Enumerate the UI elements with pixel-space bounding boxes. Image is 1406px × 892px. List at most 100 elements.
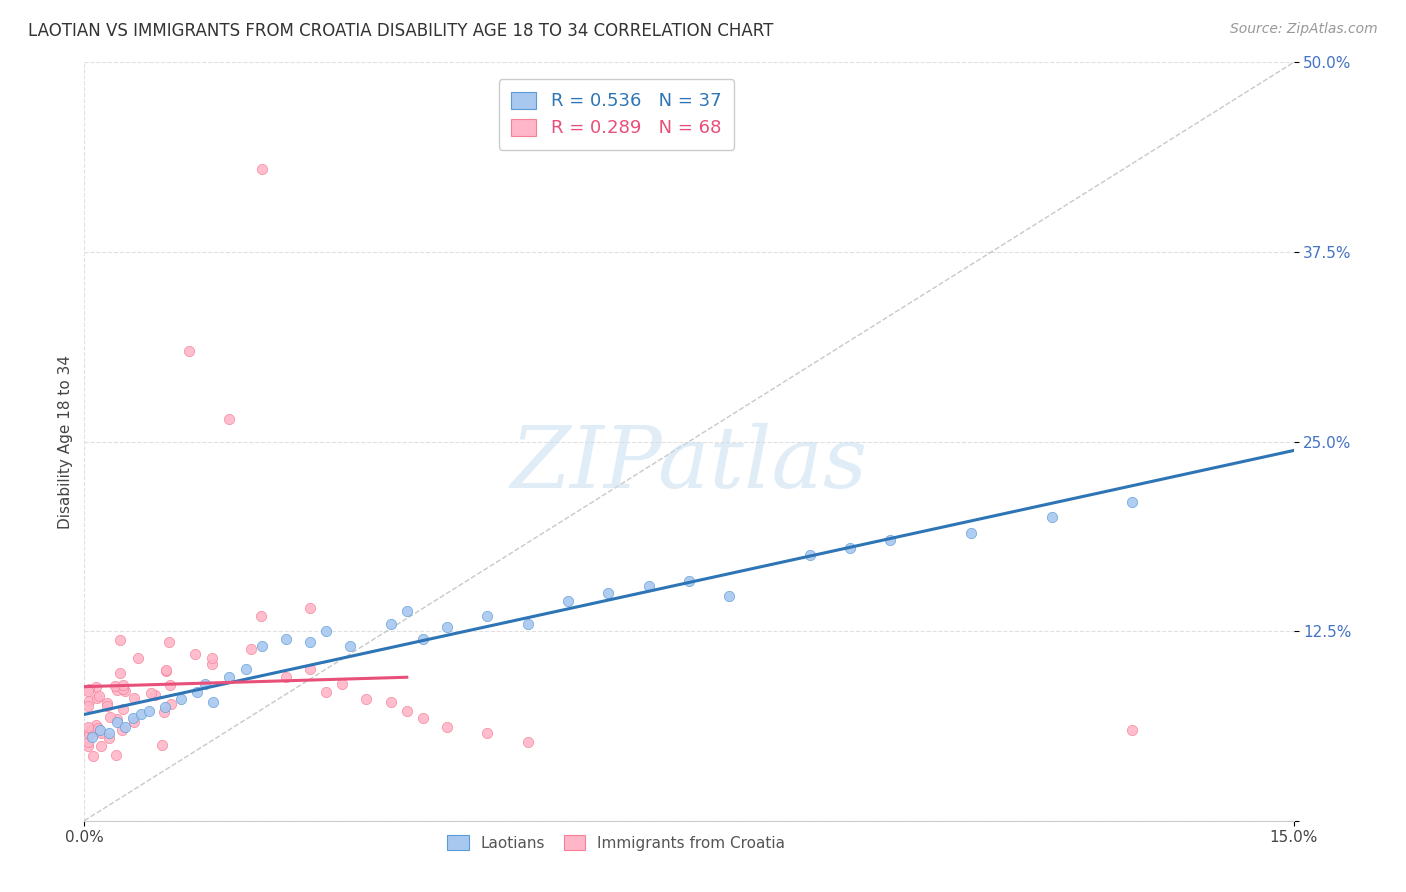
Point bbox=[1040, 510, 1063, 524]
Point bbox=[110, 632, 132, 647]
Point bbox=[395, 604, 418, 618]
Point bbox=[90, 739, 112, 753]
Point bbox=[839, 541, 862, 555]
Point bbox=[104, 747, 127, 762]
Point bbox=[179, 343, 201, 358]
Point bbox=[89, 723, 111, 737]
Point bbox=[184, 647, 207, 661]
Point bbox=[138, 705, 160, 719]
Point bbox=[90, 725, 112, 739]
Point bbox=[98, 710, 121, 724]
Point bbox=[82, 749, 104, 764]
Point bbox=[412, 710, 434, 724]
Point bbox=[477, 608, 499, 623]
Point bbox=[157, 635, 180, 649]
Point bbox=[159, 678, 181, 692]
Point bbox=[110, 666, 132, 681]
Point bbox=[315, 685, 337, 699]
Point bbox=[201, 650, 224, 665]
Point bbox=[330, 677, 353, 691]
Point bbox=[77, 724, 100, 739]
Point bbox=[111, 723, 134, 737]
Point bbox=[122, 691, 145, 706]
Point bbox=[299, 601, 322, 615]
Point bbox=[77, 698, 100, 713]
Point bbox=[79, 726, 101, 740]
Point bbox=[105, 715, 128, 730]
Point bbox=[170, 692, 193, 706]
Point bbox=[1121, 495, 1143, 509]
Point bbox=[1121, 723, 1143, 737]
Point bbox=[274, 669, 297, 683]
Point bbox=[718, 589, 741, 603]
Point bbox=[84, 723, 107, 738]
Point bbox=[339, 639, 361, 653]
Point bbox=[153, 705, 176, 719]
Point bbox=[395, 705, 418, 719]
Point bbox=[235, 662, 257, 676]
Point bbox=[121, 710, 143, 724]
Point bbox=[194, 677, 217, 691]
Point bbox=[598, 586, 620, 600]
Point bbox=[240, 641, 263, 656]
Point bbox=[105, 682, 128, 697]
Point bbox=[356, 692, 378, 706]
Point bbox=[77, 735, 100, 749]
Point bbox=[249, 609, 271, 624]
Point bbox=[477, 725, 499, 739]
Point bbox=[380, 616, 402, 631]
Point bbox=[139, 686, 162, 700]
Point bbox=[77, 694, 100, 708]
Point bbox=[879, 533, 901, 548]
Point bbox=[80, 723, 103, 737]
Point bbox=[218, 412, 240, 426]
Point bbox=[112, 681, 135, 696]
Point bbox=[97, 725, 120, 739]
Point bbox=[77, 719, 100, 733]
Point bbox=[186, 685, 208, 699]
Point bbox=[127, 651, 149, 665]
Point bbox=[155, 664, 177, 678]
Point bbox=[96, 698, 118, 713]
Point bbox=[557, 594, 579, 608]
Point bbox=[201, 657, 224, 672]
Point bbox=[77, 681, 100, 696]
Point bbox=[516, 735, 538, 749]
Point bbox=[97, 731, 120, 745]
Point bbox=[299, 634, 322, 648]
Point bbox=[436, 720, 458, 734]
Point bbox=[86, 680, 108, 694]
Point bbox=[274, 632, 297, 646]
Point bbox=[86, 691, 108, 706]
Text: ZIPatlas: ZIPatlas bbox=[510, 423, 868, 506]
Point bbox=[105, 712, 128, 726]
Point bbox=[436, 619, 458, 633]
Text: LAOTIAN VS IMMIGRANTS FROM CROATIA DISABILITY AGE 18 TO 34 CORRELATION CHART: LAOTIAN VS IMMIGRANTS FROM CROATIA DISAB… bbox=[28, 22, 773, 40]
Point bbox=[799, 548, 821, 563]
Point bbox=[114, 683, 136, 698]
Point bbox=[637, 579, 659, 593]
Point bbox=[124, 715, 146, 730]
Text: Source: ZipAtlas.com: Source: ZipAtlas.com bbox=[1230, 22, 1378, 37]
Point bbox=[89, 689, 111, 703]
Point bbox=[150, 738, 173, 752]
Point bbox=[129, 707, 152, 722]
Point bbox=[87, 722, 110, 736]
Point bbox=[112, 702, 135, 716]
Point bbox=[77, 739, 100, 753]
Point bbox=[153, 699, 176, 714]
Point bbox=[250, 639, 273, 653]
Point bbox=[82, 730, 104, 744]
Point bbox=[315, 624, 337, 639]
Point bbox=[380, 695, 402, 709]
Point bbox=[516, 616, 538, 631]
Y-axis label: Disability Age 18 to 34: Disability Age 18 to 34 bbox=[58, 354, 73, 529]
Point bbox=[104, 680, 127, 694]
Point bbox=[84, 718, 107, 732]
Legend: Laotians, Immigrants from Croatia: Laotians, Immigrants from Croatia bbox=[440, 828, 793, 858]
Point bbox=[160, 697, 183, 711]
Point bbox=[202, 695, 225, 709]
Point bbox=[145, 688, 167, 702]
Point bbox=[155, 663, 177, 677]
Point bbox=[114, 720, 136, 734]
